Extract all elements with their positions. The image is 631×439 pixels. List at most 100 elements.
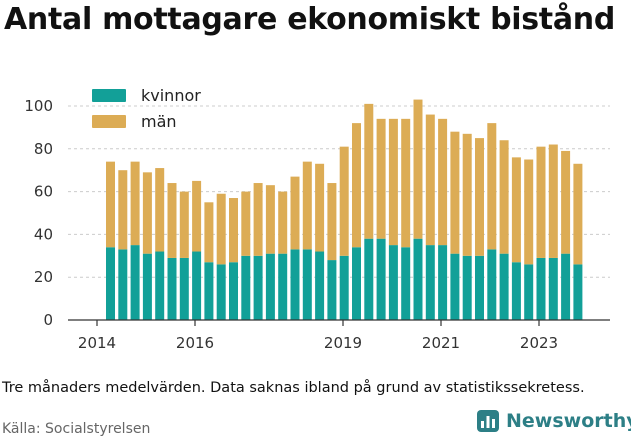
bar-man <box>106 161 115 248</box>
bar-man <box>524 159 534 265</box>
y-tick-label: 80 <box>34 140 53 158</box>
bar-kvinnor <box>179 257 189 320</box>
bar-kvinnor <box>278 253 288 320</box>
bar-kvinnor <box>130 245 140 320</box>
x-tick-label: 2021 <box>422 334 460 352</box>
y-tick-label: 100 <box>24 97 53 115</box>
bar-kvinnor <box>425 245 435 320</box>
bar-kvinnor <box>475 255 484 320</box>
bar-kvinnor <box>118 249 128 320</box>
bar-man <box>204 202 214 263</box>
bar-man <box>179 191 189 258</box>
bar-kvinnor <box>327 260 337 320</box>
y-tick-label: 60 <box>34 183 53 201</box>
bar-kvinnor <box>388 245 398 320</box>
bar-man <box>315 163 325 252</box>
bar-kvinnor <box>462 255 472 320</box>
bar-man <box>425 114 435 246</box>
bar-man <box>278 191 288 254</box>
axes: 0 20 40 60 80 100 2014 2016 2019 2021 2023 <box>24 97 610 352</box>
bar-man <box>241 191 251 256</box>
bar-man <box>229 198 238 263</box>
bar-kvinnor <box>241 255 251 320</box>
bar-kvinnor <box>192 251 202 320</box>
bar-kvinnor <box>229 262 238 320</box>
bar-man <box>499 140 509 254</box>
bar-kvinnor <box>450 253 460 320</box>
bar-area <box>106 99 583 320</box>
bar-kvinnor <box>499 253 509 320</box>
bar-kvinnor <box>561 253 571 320</box>
bar-man <box>438 118 448 246</box>
bar-kvinnor <box>339 255 349 320</box>
bar-kvinnor <box>401 247 411 320</box>
chart-title: Antal mottagare ekonomiskt bistånd <box>4 2 616 37</box>
bar-man <box>253 183 263 256</box>
bar-man <box>548 144 558 258</box>
bar-kvinnor <box>352 247 361 320</box>
bar-kvinnor <box>413 238 423 320</box>
bar-man <box>130 161 140 246</box>
bar-kvinnor <box>290 249 300 320</box>
bar-kvinnor <box>548 257 558 320</box>
legend-swatch-kvinnor <box>92 89 126 102</box>
bar-kvinnor <box>167 257 177 320</box>
bar-kvinnor <box>524 264 534 320</box>
source-text: Källa: Socialstyrelsen <box>2 421 151 437</box>
bar-man <box>339 146 349 256</box>
x-tick-label: 2016 <box>176 334 214 352</box>
bar-man <box>192 180 202 252</box>
bar-man <box>388 118 398 246</box>
bar-man <box>487 123 497 250</box>
bar-man <box>142 172 152 254</box>
bar-man <box>290 176 300 250</box>
bar-man <box>413 99 423 239</box>
bar-man <box>216 193 226 265</box>
bar-kvinnor <box>155 251 165 320</box>
bar-kvinnor <box>364 238 374 320</box>
legend: kvinnor män <box>92 86 201 131</box>
chart-footnote: Tre månaders medelvärden. Data saknas ib… <box>2 380 585 396</box>
x-tick-label: 2019 <box>324 334 362 352</box>
bar-man <box>327 183 337 261</box>
bar-kvinnor <box>511 262 521 320</box>
bar-kvinnor <box>438 245 448 320</box>
x-tick-label: 2014 <box>78 334 116 352</box>
y-tick-label: 40 <box>34 225 53 243</box>
bar-man <box>401 118 411 248</box>
brand-name: Newsworthy <box>506 410 631 432</box>
bar-kvinnor <box>302 249 312 320</box>
bar-man <box>450 131 460 254</box>
x-tick-label: 2023 <box>520 334 558 352</box>
bar-kvinnor <box>142 253 152 320</box>
bar-man <box>511 157 521 263</box>
bar-kvinnor <box>573 264 583 320</box>
y-tick-label: 20 <box>34 268 53 286</box>
bar-man <box>462 133 472 256</box>
bar-kvinnor <box>487 249 497 320</box>
bar-man <box>376 118 386 239</box>
bar-man <box>364 103 374 239</box>
bar-kvinnor <box>536 257 546 320</box>
bar-kvinnor <box>315 251 325 320</box>
legend-label-man: män <box>141 112 177 131</box>
bar-man <box>118 170 128 250</box>
bar-man <box>167 183 177 258</box>
bar-man <box>265 185 275 254</box>
bar-man <box>155 168 165 252</box>
bar-man <box>352 123 361 248</box>
bar-man <box>561 150 571 254</box>
legend-label-kvinnor: kvinnor <box>141 86 201 105</box>
newsworthy-logo[interactable]: Newsworthy <box>476 408 631 434</box>
bar-kvinnor <box>216 264 226 320</box>
bar-man <box>302 161 312 250</box>
bar-kvinnor <box>204 262 214 320</box>
bar-kvinnor <box>106 247 115 320</box>
bar-man <box>475 138 484 256</box>
legend-swatch-man <box>92 115 126 128</box>
bar-kvinnor <box>265 253 275 320</box>
bar-man <box>573 163 583 265</box>
bar-kvinnor <box>253 255 263 320</box>
bar-kvinnor <box>376 238 386 320</box>
